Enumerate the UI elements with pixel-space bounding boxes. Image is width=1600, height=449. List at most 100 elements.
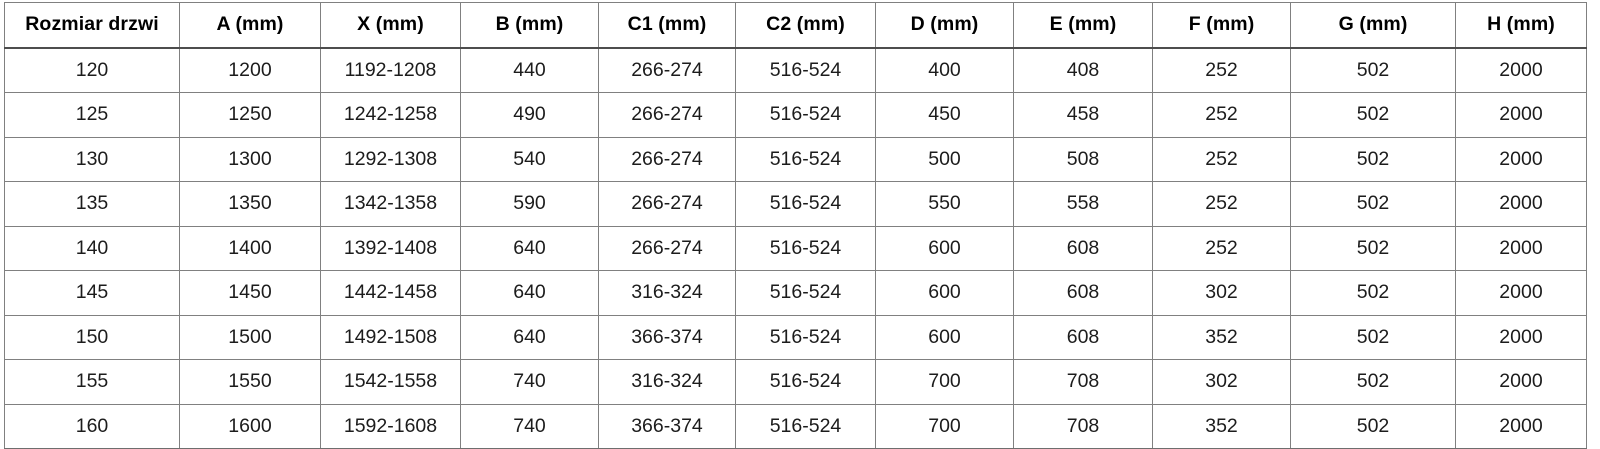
cell-e: 558 [1013, 181, 1153, 227]
cell-f: 252 [1152, 181, 1291, 227]
cell-x: 1192-1208 [320, 47, 461, 93]
cell-door-size: 125 [4, 92, 180, 138]
cell-g: 502 [1290, 136, 1456, 182]
column-header-x: X (mm) [320, 2, 461, 49]
cell-c1: 366-374 [598, 403, 736, 449]
cell-a: 1450 [179, 270, 321, 316]
table-header-row: Rozmiar drzwi A (mm) X (mm) B (mm) C1 (m… [4, 2, 1587, 49]
cell-g: 502 [1290, 270, 1456, 316]
cell-d: 700 [875, 403, 1014, 449]
cell-d: 500 [875, 136, 1014, 182]
cell-f: 302 [1152, 359, 1291, 405]
cell-e: 708 [1013, 359, 1153, 405]
cell-b: 640 [460, 225, 599, 271]
dimensions-table-container: Rozmiar drzwi A (mm) X (mm) B (mm) C1 (m… [4, 2, 1587, 449]
cell-c1: 316-324 [598, 270, 736, 316]
cell-c2: 516-524 [735, 359, 876, 405]
column-header-g: G (mm) [1290, 2, 1456, 49]
cell-h: 2000 [1455, 181, 1587, 227]
cell-d: 700 [875, 359, 1014, 405]
table-header: Rozmiar drzwi A (mm) X (mm) B (mm) C1 (m… [4, 2, 1587, 49]
cell-e: 608 [1013, 270, 1153, 316]
cell-f: 352 [1152, 314, 1291, 360]
cell-g: 502 [1290, 181, 1456, 227]
cell-x: 1492-1508 [320, 314, 461, 360]
cell-h: 2000 [1455, 47, 1587, 93]
table-row: 120 1200 1192-1208 440 266-274 516-524 4… [4, 47, 1587, 93]
table-row: 140 1400 1392-1408 640 266-274 516-524 6… [4, 225, 1587, 271]
cell-door-size: 120 [4, 47, 180, 93]
cell-h: 2000 [1455, 92, 1587, 138]
column-header-b: B (mm) [460, 2, 599, 49]
cell-c1: 266-274 [598, 47, 736, 93]
cell-c1: 316-324 [598, 359, 736, 405]
cell-door-size: 145 [4, 270, 180, 316]
cell-d: 600 [875, 225, 1014, 271]
cell-g: 502 [1290, 47, 1456, 93]
cell-door-size: 155 [4, 359, 180, 405]
cell-b: 640 [460, 314, 599, 360]
table-row: 125 1250 1242-1258 490 266-274 516-524 4… [4, 92, 1587, 138]
cell-x: 1592-1608 [320, 403, 461, 449]
cell-b: 740 [460, 359, 599, 405]
cell-door-size: 135 [4, 181, 180, 227]
cell-g: 502 [1290, 225, 1456, 271]
cell-h: 2000 [1455, 136, 1587, 182]
door-dimensions-table: Rozmiar drzwi A (mm) X (mm) B (mm) C1 (m… [4, 2, 1587, 449]
cell-x: 1392-1408 [320, 225, 461, 271]
cell-b: 640 [460, 270, 599, 316]
cell-x: 1342-1358 [320, 181, 461, 227]
cell-x: 1442-1458 [320, 270, 461, 316]
cell-x: 1242-1258 [320, 92, 461, 138]
cell-a: 1250 [179, 92, 321, 138]
cell-e: 608 [1013, 314, 1153, 360]
cell-e: 708 [1013, 403, 1153, 449]
cell-b: 590 [460, 181, 599, 227]
cell-f: 252 [1152, 225, 1291, 271]
cell-f: 302 [1152, 270, 1291, 316]
cell-d: 450 [875, 92, 1014, 138]
cell-f: 252 [1152, 92, 1291, 138]
cell-x: 1542-1558 [320, 359, 461, 405]
cell-x: 1292-1308 [320, 136, 461, 182]
column-header-c2: C2 (mm) [735, 2, 876, 49]
column-header-h: H (mm) [1455, 2, 1587, 49]
cell-d: 600 [875, 314, 1014, 360]
cell-c2: 516-524 [735, 136, 876, 182]
column-header-a: A (mm) [179, 2, 321, 49]
cell-c2: 516-524 [735, 403, 876, 449]
cell-b: 740 [460, 403, 599, 449]
table-body: 120 1200 1192-1208 440 266-274 516-524 4… [4, 47, 1587, 449]
cell-g: 502 [1290, 92, 1456, 138]
cell-h: 2000 [1455, 225, 1587, 271]
cell-g: 502 [1290, 359, 1456, 405]
table-row: 130 1300 1292-1308 540 266-274 516-524 5… [4, 136, 1587, 182]
cell-c2: 516-524 [735, 92, 876, 138]
cell-c1: 266-274 [598, 225, 736, 271]
table-row: 145 1450 1442-1458 640 316-324 516-524 6… [4, 270, 1587, 316]
cell-c1: 366-374 [598, 314, 736, 360]
cell-c1: 266-274 [598, 181, 736, 227]
cell-a: 1300 [179, 136, 321, 182]
column-header-door-size: Rozmiar drzwi [4, 2, 180, 49]
cell-d: 600 [875, 270, 1014, 316]
table-row: 150 1500 1492-1508 640 366-374 516-524 6… [4, 314, 1587, 360]
cell-a: 1200 [179, 47, 321, 93]
table-row: 160 1600 1592-1608 740 366-374 516-524 7… [4, 403, 1587, 449]
cell-c2: 516-524 [735, 181, 876, 227]
table-row: 155 1550 1542-1558 740 316-324 516-524 7… [4, 359, 1587, 405]
cell-door-size: 140 [4, 225, 180, 271]
cell-e: 508 [1013, 136, 1153, 182]
cell-c1: 266-274 [598, 136, 736, 182]
cell-door-size: 150 [4, 314, 180, 360]
cell-b: 440 [460, 47, 599, 93]
cell-c2: 516-524 [735, 225, 876, 271]
cell-f: 352 [1152, 403, 1291, 449]
cell-g: 502 [1290, 314, 1456, 360]
cell-d: 550 [875, 181, 1014, 227]
column-header-d: D (mm) [875, 2, 1014, 49]
cell-f: 252 [1152, 47, 1291, 93]
cell-h: 2000 [1455, 270, 1587, 316]
cell-e: 608 [1013, 225, 1153, 271]
cell-c2: 516-524 [735, 47, 876, 93]
